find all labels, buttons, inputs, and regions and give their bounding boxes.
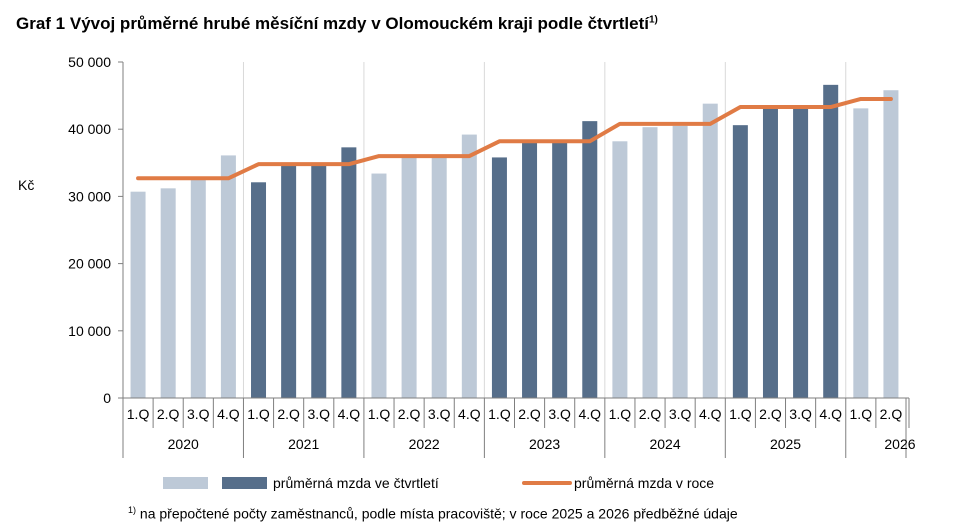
bar [582, 121, 598, 399]
bar [160, 188, 176, 398]
quarter-label: 2.Q [277, 406, 300, 422]
bar [190, 179, 206, 398]
quarter-label: 1.Q [609, 406, 632, 422]
quarter-label: 2.Q [639, 406, 662, 422]
bar [823, 84, 839, 399]
legend-swatch-dark [222, 477, 267, 489]
quarter-label: 1.Q [850, 406, 873, 422]
bar [612, 141, 628, 398]
quarter-label: 1.Q [729, 406, 752, 422]
quarter-label: 4.Q [217, 406, 240, 422]
legend-label-bars: průměrná mzda ve čtvrtletí [273, 475, 439, 491]
legend: průměrná mzda ve čtvrtletí průměrná mzda … [163, 475, 714, 491]
quarter-label: 2.Q [759, 406, 782, 422]
footnote: 1) na přepočtené počty zaměstnanců, podl… [128, 505, 738, 522]
bar [762, 107, 778, 399]
quarter-label: 2.Q [880, 406, 903, 422]
bar [491, 157, 507, 398]
bar [853, 108, 869, 399]
year-label: 2021 [288, 436, 319, 452]
quarter-label: 4.Q [458, 406, 481, 422]
legend-swatch-light [163, 477, 208, 489]
bars-layer [130, 84, 899, 399]
line-layer [136, 96, 893, 181]
bar [281, 164, 297, 398]
y-tick-label: 50 000 [68, 54, 111, 70]
y-tick-label: 10 000 [68, 323, 111, 339]
bar [461, 134, 477, 399]
footnote-marker: 1) [128, 505, 137, 515]
bar [793, 107, 809, 399]
quarter-label: 1.Q [127, 406, 150, 422]
bar [552, 141, 568, 398]
y-tick-label: 0 [103, 390, 111, 406]
y-tick-label: 40 000 [68, 121, 111, 137]
y-tick-label: 20 000 [68, 256, 111, 272]
bar [341, 147, 357, 398]
bar [732, 125, 748, 398]
grid-layer [242, 62, 847, 398]
chart-title-text: Graf 1 Vývoj průměrné hrubé měsíční mzdy… [16, 14, 649, 33]
quarter-label: 4.Q [819, 406, 842, 422]
title-footnote-marker: 1) [648, 14, 658, 26]
year-label: 2022 [409, 436, 440, 452]
quarter-label: 2.Q [518, 406, 541, 422]
year-label: 2020 [168, 436, 199, 452]
bar [883, 90, 899, 398]
bar [251, 182, 267, 398]
quarter-label: 4.Q [578, 406, 601, 422]
bar [371, 173, 387, 398]
bar [672, 125, 688, 398]
quarter-label: 1.Q [368, 406, 391, 422]
year-label: 2025 [770, 436, 801, 452]
y-axis-label: Kč [18, 177, 34, 193]
chart-title: Graf 1 Vývoj průměrné hrubé měsíční mzdy… [16, 14, 658, 34]
bar [642, 127, 658, 399]
quarter-label: 3.Q [669, 406, 692, 422]
bar [130, 191, 146, 398]
quarter-label: 3.Q [548, 406, 571, 422]
bar [431, 156, 447, 398]
quarter-label: 2.Q [398, 406, 421, 422]
y-tick-label: 30 000 [68, 188, 111, 204]
footnote-text: na přepočtené počty zaměstnanců, podle m… [136, 505, 738, 522]
year-label: 2026 [884, 436, 915, 452]
legend-label-line: průměrná mzda v roce [574, 475, 714, 491]
quarter-label: 1.Q [488, 406, 511, 422]
bar [401, 157, 417, 398]
labels-layer: 0 10 000 20 000 30 000 40 000 50 000 Kč 1.Q 2.Q 3… [18, 54, 916, 452]
axis-layer [118, 61, 910, 458]
quarter-label: 2.Q [157, 406, 180, 422]
quarter-label: 4.Q [699, 406, 722, 422]
quarter-label: 1.Q [247, 406, 270, 422]
quarter-label: 4.Q [338, 406, 361, 422]
quarter-label: 3.Q [307, 406, 330, 422]
bar [522, 142, 538, 398]
annual-average-line [136, 96, 893, 181]
year-label: 2024 [649, 436, 680, 452]
quarter-label: 3.Q [428, 406, 451, 422]
bar [702, 103, 718, 398]
quarter-label: 3.Q [187, 406, 210, 422]
bar [220, 155, 236, 398]
year-label: 2023 [529, 436, 560, 452]
bar [311, 164, 327, 398]
quarter-label: 3.Q [789, 406, 812, 422]
